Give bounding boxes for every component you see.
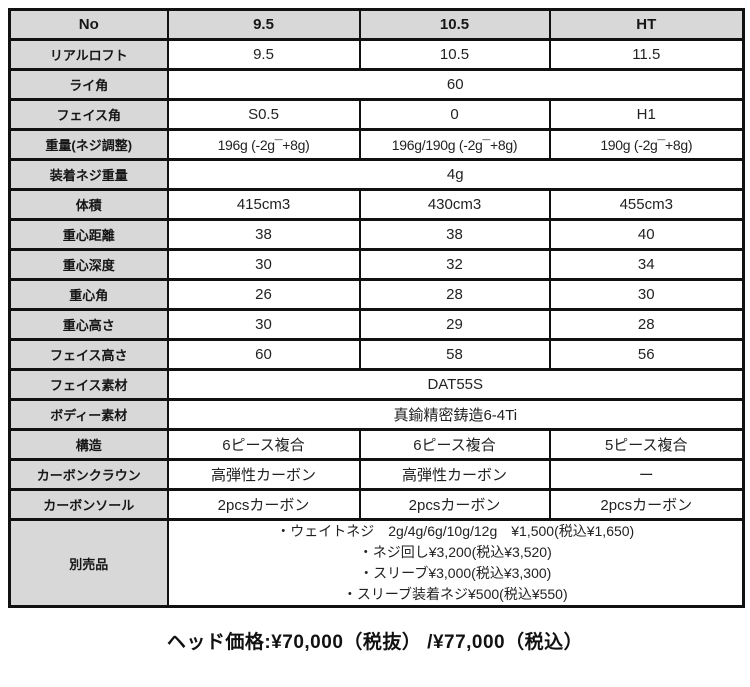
table-row-face-angle: フェイス角 S0.5 0 H1 <box>8 98 745 131</box>
head-price-text: ヘッド価格:¥70,000（税抜） /¥77,000（税込） <box>166 632 584 653</box>
cell-value: 29 <box>358 308 551 341</box>
row-label: ライ角 <box>8 68 169 101</box>
cell-value: 56 <box>548 338 745 371</box>
table-row-face-height: フェイス高さ 60 58 56 <box>8 338 745 371</box>
row-label: 重心高さ <box>8 308 169 341</box>
cell-value: 415cm3 <box>166 188 361 221</box>
row-label: リアルロフト <box>8 38 169 71</box>
row-label: フェイス角 <box>8 98 169 131</box>
table-row-body-material: ボディー素材 真鍮精密鋳造6-4Ti <box>8 398 745 431</box>
row-label: 構造 <box>8 428 169 461</box>
column-header-9_5: 9.5 <box>166 8 361 41</box>
cell-value-merged: 60 <box>166 68 745 101</box>
row-label: ボディー素材 <box>8 398 169 431</box>
cell-value: 26 <box>166 278 361 311</box>
cell-value: 58 <box>358 338 551 371</box>
accessory-line-sleeve: ・スリーブ¥3,000(税込¥3,300) <box>359 565 552 581</box>
cell-value: 38 <box>358 218 551 251</box>
table-row-real-loft: リアルロフト 9.5 10.5 11.5 <box>8 38 745 71</box>
cell-value: 11.5 <box>548 38 745 71</box>
accessories-list: ・ウェイトネジ 2g/4g/6g/10g/12g ¥1,500(税込¥1,650… <box>166 518 745 608</box>
cell-value: 10.5 <box>358 38 551 71</box>
column-header-no: No <box>8 8 169 41</box>
cell-value: 28 <box>358 278 551 311</box>
cell-value: 5ピース複合 <box>548 428 745 461</box>
table-row-cg-height: 重心高さ 30 29 28 <box>8 308 745 341</box>
row-label: 重心距離 <box>8 218 169 251</box>
table-header-row: No 9.5 10.5 HT <box>8 8 745 41</box>
cell-value: 190g (-2g¯+8g) <box>548 128 745 161</box>
row-label: カーボンクラウン <box>8 458 169 491</box>
table-row-volume: 体積 415cm3 430cm3 455cm3 <box>8 188 745 221</box>
cell-value: 32 <box>358 248 551 281</box>
cell-value: 高弾性カーボン <box>166 458 361 491</box>
cell-value: 2pcsカーボン <box>548 488 745 521</box>
table-row-lie-angle: ライ角 60 <box>8 68 745 101</box>
row-label: フェイス高さ <box>8 338 169 371</box>
table-row-face-material: フェイス素材 DAT55S <box>8 368 745 401</box>
accessory-line-screwdriver: ・ネジ回し¥3,200(税込¥3,520) <box>358 544 552 560</box>
cell-value-merged: 4g <box>166 158 745 191</box>
cell-value: 6ピース複合 <box>358 428 551 461</box>
cell-value: 0 <box>358 98 551 131</box>
table-row-accessories: 別売品 ・ウェイトネジ 2g/4g/6g/10g/12g ¥1,500(税込¥1… <box>8 518 745 608</box>
cell-value: 30 <box>166 308 361 341</box>
cell-value-merged: DAT55S <box>166 368 745 401</box>
cell-value: 6ピース複合 <box>166 428 361 461</box>
row-label: 重心角 <box>8 278 169 311</box>
table-row-cg-angle: 重心角 26 28 30 <box>8 278 745 311</box>
table-row-screw-weight: 装着ネジ重量 4g <box>8 158 745 191</box>
row-label: カーボンソール <box>8 488 169 521</box>
cell-value: 40 <box>548 218 745 251</box>
accessory-line-sleeve-screw: ・スリーブ装着ネジ¥500(税込¥550) <box>342 586 568 602</box>
cell-value: 30 <box>166 248 361 281</box>
cell-value: 430cm3 <box>358 188 551 221</box>
cell-value: 2pcsカーボン <box>358 488 551 521</box>
table-row-cg-depth: 重心深度 30 32 34 <box>8 248 745 281</box>
cell-value: 2pcsカーボン <box>166 488 361 521</box>
cell-value: ー <box>548 458 745 491</box>
cell-value: 30 <box>548 278 745 311</box>
row-label: 重量(ネジ調整) <box>8 128 169 161</box>
accessory-line-weight-screws: ・ウェイトネジ 2g/4g/6g/10g/12g ¥1,500(税込¥1,650… <box>276 523 635 539</box>
table-row-carbon-sole: カーボンソール 2pcsカーボン 2pcsカーボン 2pcsカーボン <box>8 488 745 521</box>
cell-value: 60 <box>166 338 361 371</box>
column-header-10_5: 10.5 <box>358 8 551 41</box>
table-row-weight: 重量(ネジ調整) 196g (-2g¯+8g) 196g/190g (-2g¯+… <box>8 128 745 161</box>
row-label: フェイス素材 <box>8 368 169 401</box>
table-row-structure: 構造 6ピース複合 6ピース複合 5ピース複合 <box>8 428 745 461</box>
table-row-cg-distance: 重心距離 38 38 40 <box>8 218 745 251</box>
cell-value: 高弾性カーボン <box>358 458 551 491</box>
club-spec-table: No 9.5 10.5 HT リアルロフト 9.5 10.5 11.5 ライ角 … <box>8 8 745 608</box>
cell-value: S0.5 <box>166 98 361 131</box>
row-label: 体積 <box>8 188 169 221</box>
cell-value: 9.5 <box>166 38 361 71</box>
cell-value: 34 <box>548 248 745 281</box>
row-label: 別売品 <box>8 518 169 608</box>
cell-value: 455cm3 <box>548 188 745 221</box>
row-label: 装着ネジ重量 <box>8 158 169 191</box>
row-label: 重心深度 <box>8 248 169 281</box>
cell-value: 196g (-2g¯+8g) <box>166 128 361 161</box>
column-header-ht: HT <box>548 8 745 41</box>
cell-value: 38 <box>166 218 361 251</box>
table-row-carbon-crown: カーボンクラウン 高弾性カーボン 高弾性カーボン ー <box>8 458 745 491</box>
cell-value: 196g/190g (-2g¯+8g) <box>358 128 551 161</box>
cell-value: 28 <box>548 308 745 341</box>
cell-value: H1 <box>548 98 745 131</box>
cell-value-merged: 真鍮精密鋳造6-4Ti <box>166 398 745 431</box>
